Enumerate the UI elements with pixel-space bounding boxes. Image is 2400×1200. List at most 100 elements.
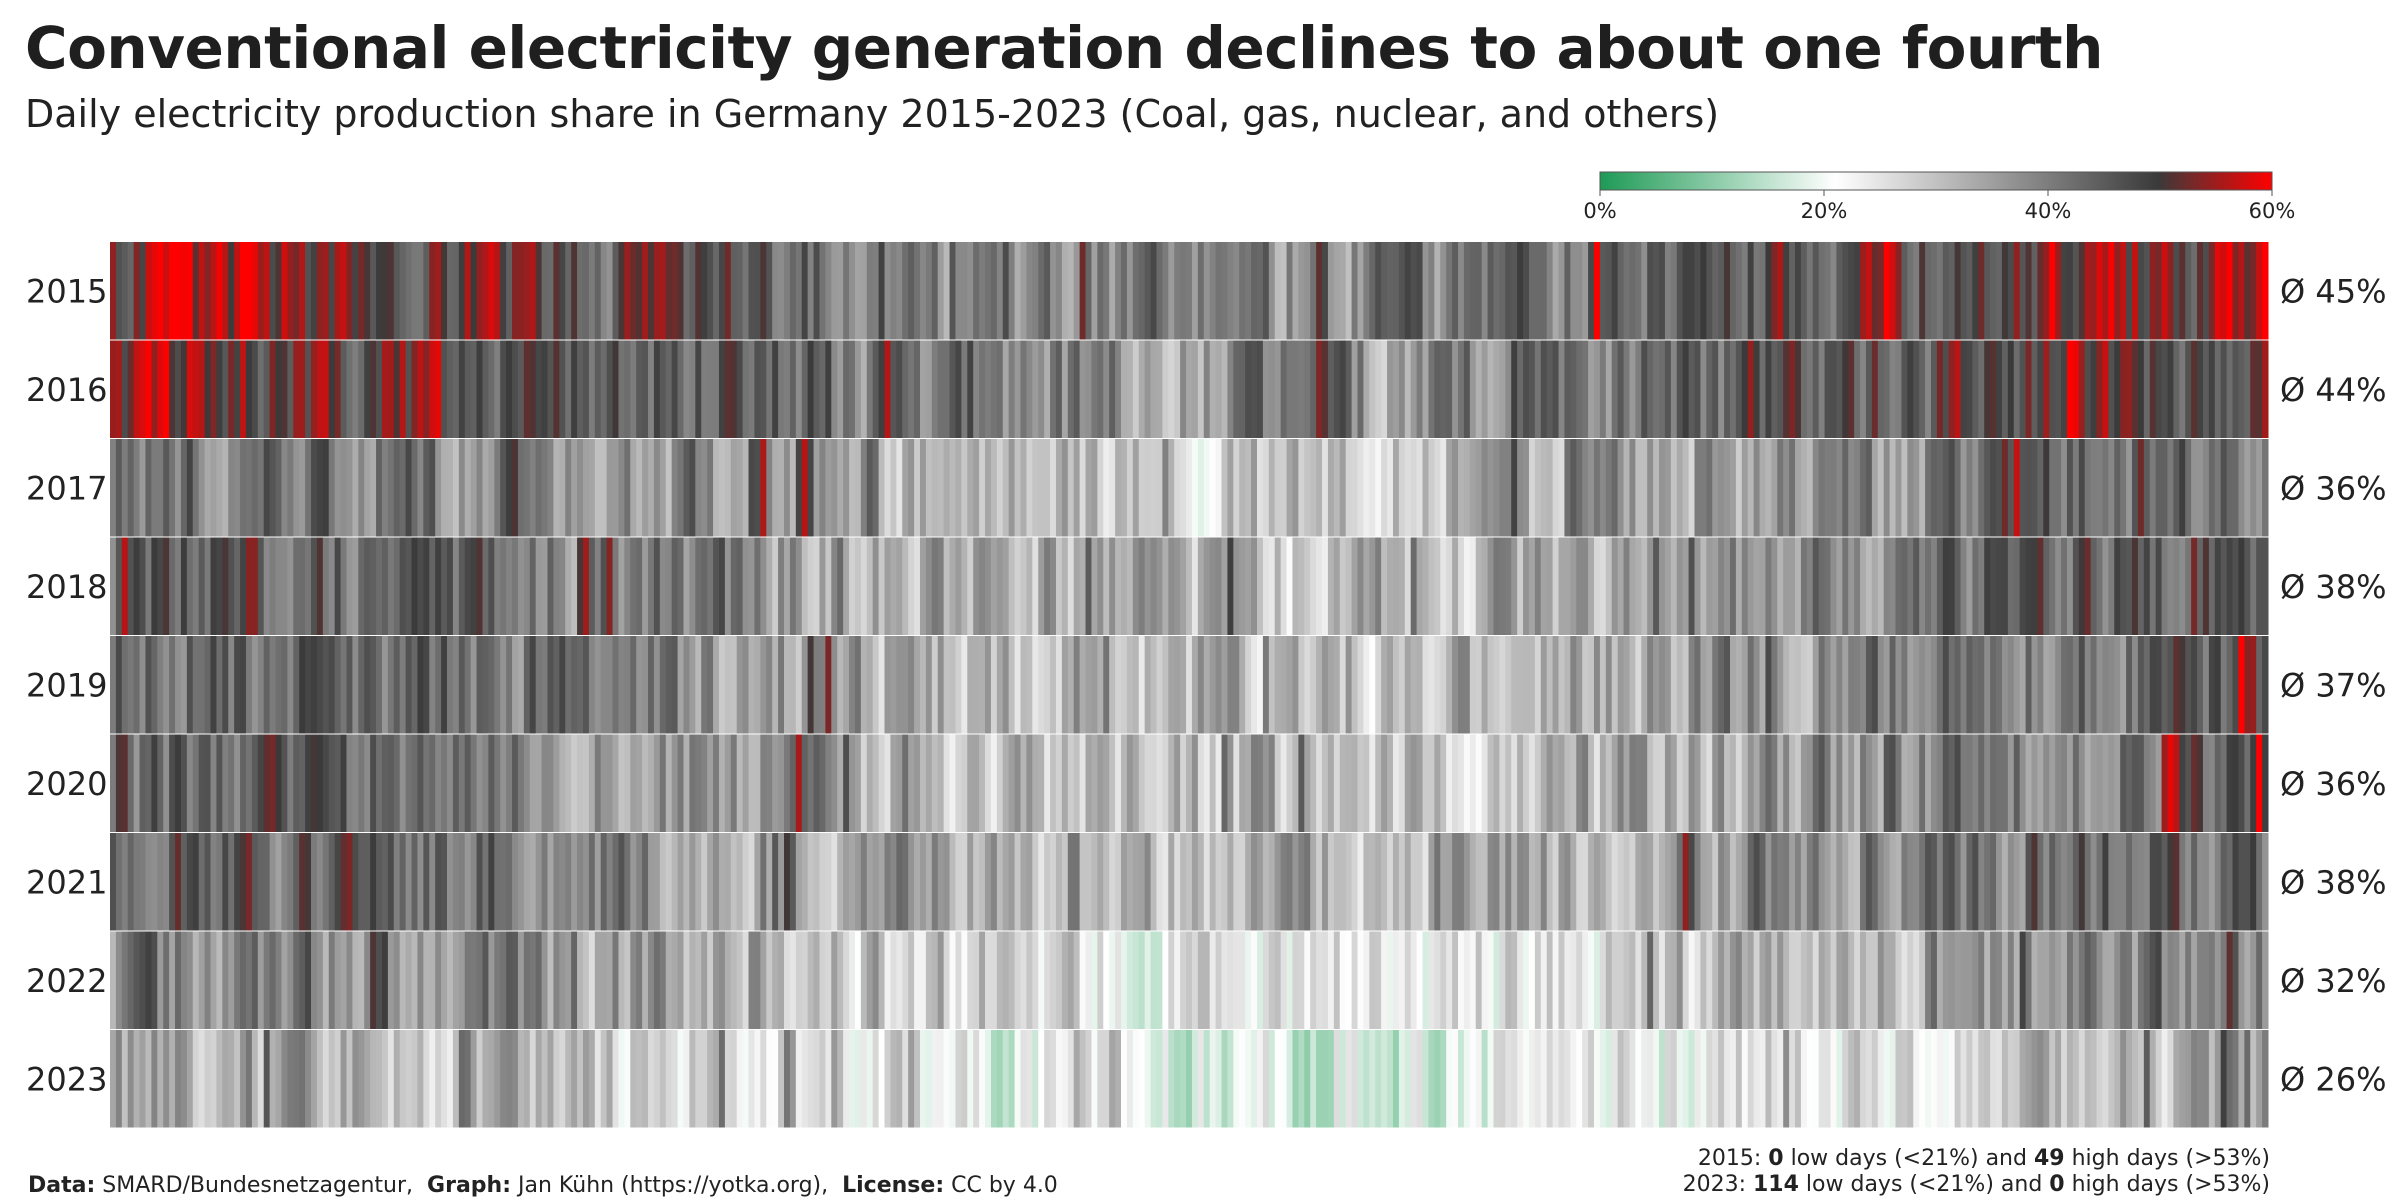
- heatmap-cell: [1795, 439, 1802, 537]
- heatmap-cell: [955, 537, 962, 635]
- heatmap-cell: [157, 931, 164, 1029]
- heatmap-cell: [1800, 340, 1808, 438]
- heatmap-cell: [1712, 833, 1719, 931]
- heatmap-cell: [618, 1030, 625, 1128]
- heatmap-cell: [1593, 1030, 1601, 1128]
- heatmap-cell: [251, 439, 259, 537]
- heatmap-cell: [1387, 931, 1394, 1029]
- heatmap-cell: [1676, 833, 1684, 931]
- heatmap-cell: [1038, 242, 1045, 340]
- heatmap-cell: [1954, 1030, 1962, 1128]
- heatmap-cell: [2256, 242, 2263, 340]
- heatmap-cell: [2197, 340, 2204, 438]
- heatmap-cell: [2161, 439, 2168, 537]
- heatmap-cell: [311, 636, 318, 734]
- heatmap-cell: [180, 537, 188, 635]
- heatmap-cell: [512, 734, 519, 832]
- heatmap-cell: [1280, 340, 1288, 438]
- heatmap-cell: [417, 833, 424, 931]
- heatmap-cell: [2167, 833, 2174, 931]
- heatmap-cell: [955, 242, 962, 340]
- heatmap-cell: [529, 1030, 537, 1128]
- heatmap-cell: [1209, 636, 1217, 734]
- heatmap-cell: [157, 242, 164, 340]
- heatmap-cell: [1931, 537, 1938, 635]
- heatmap-cell: [1050, 537, 1057, 635]
- heatmap-cell: [866, 734, 874, 832]
- heatmap-cell: [316, 734, 324, 832]
- heatmap-cell: [1262, 734, 1270, 832]
- heatmap-cell: [1777, 1030, 1784, 1128]
- heatmap-cell: [2013, 537, 2021, 635]
- heatmap-cell: [535, 340, 543, 438]
- heatmap-cell: [488, 537, 495, 635]
- heatmap-cell: [2066, 1030, 2074, 1128]
- heatmap-cell: [1026, 931, 1033, 1029]
- heatmap-cell: [139, 931, 146, 1029]
- heatmap-cell: [1523, 636, 1530, 734]
- heatmap-cell: [393, 340, 401, 438]
- heatmap-cell: [724, 537, 732, 635]
- heatmap-cell: [1298, 340, 1305, 438]
- heatmap-cell: [1700, 242, 1707, 340]
- heatmap-cell: [1800, 734, 1808, 832]
- heatmap-cell: [2096, 931, 2103, 1029]
- heatmap-cell: [760, 242, 767, 340]
- heatmap-cell: [458, 1030, 466, 1128]
- heatmap-cell: [1783, 734, 1790, 832]
- heatmap-cell: [322, 439, 330, 537]
- heatmap-cell: [2202, 931, 2210, 1029]
- heatmap-cell: [1044, 636, 1051, 734]
- heatmap-cell: [1759, 636, 1766, 734]
- heatmap-cell: [955, 734, 962, 832]
- heatmap-cell: [1245, 931, 1252, 1029]
- heatmap-cell: [287, 931, 294, 1029]
- heatmap-cell: [1824, 340, 1831, 438]
- heatmap-cell: [257, 242, 265, 340]
- heatmap-cell: [1629, 340, 1636, 438]
- heatmap-cell: [547, 833, 554, 931]
- heatmap-cell: [553, 931, 560, 1029]
- heatmap-cell: [441, 242, 448, 340]
- heatmap-cell: [2202, 537, 2210, 635]
- heatmap-cell: [1115, 537, 1122, 635]
- heatmap-cell: [1144, 1030, 1152, 1128]
- heatmap-cell: [1475, 439, 1483, 537]
- heatmap-cell: [854, 537, 862, 635]
- heatmap-cell: [175, 1030, 182, 1128]
- heatmap-cell: [210, 636, 217, 734]
- heatmap-cell: [582, 734, 590, 832]
- heatmap-cell: [1008, 734, 1016, 832]
- heatmap-cell: [2037, 931, 2044, 1029]
- heatmap-cell: [452, 833, 460, 931]
- heatmap-cell: [837, 1030, 844, 1128]
- heatmap-cell: [1481, 439, 1489, 537]
- heatmap-cell: [2072, 242, 2080, 340]
- heatmap-cell: [1534, 242, 1542, 340]
- heatmap-cell: [683, 439, 690, 537]
- heatmap-cell: [1617, 1030, 1625, 1128]
- heatmap-cell: [1168, 833, 1175, 931]
- heatmap-cell: [2256, 439, 2263, 537]
- heatmap-cell: [2096, 833, 2103, 931]
- heatmap-cell: [1611, 537, 1619, 635]
- heatmap-cell: [1073, 537, 1081, 635]
- heatmap-cell: [2090, 439, 2098, 537]
- heatmap-cell: [1789, 340, 1796, 438]
- heatmap-cell: [1936, 1030, 1944, 1128]
- heatmap-cell: [1091, 931, 1098, 1029]
- heatmap-cell: [1641, 439, 1648, 537]
- heatmap-cell: [872, 340, 880, 438]
- heatmap-cell: [1174, 439, 1181, 537]
- heatmap-cell: [1824, 636, 1831, 734]
- heatmap-cell: [423, 439, 430, 537]
- heatmap-cell: [718, 340, 726, 438]
- heatmap-cell: [2155, 636, 2163, 734]
- heatmap-cell: [275, 340, 282, 438]
- heatmap-cell: [730, 833, 738, 931]
- heatmap-cell: [328, 734, 336, 832]
- heatmap-cell: [878, 931, 886, 1029]
- heatmap-cell: [245, 636, 253, 734]
- heatmap-cell: [600, 439, 608, 537]
- heatmap-cell: [1729, 1030, 1737, 1128]
